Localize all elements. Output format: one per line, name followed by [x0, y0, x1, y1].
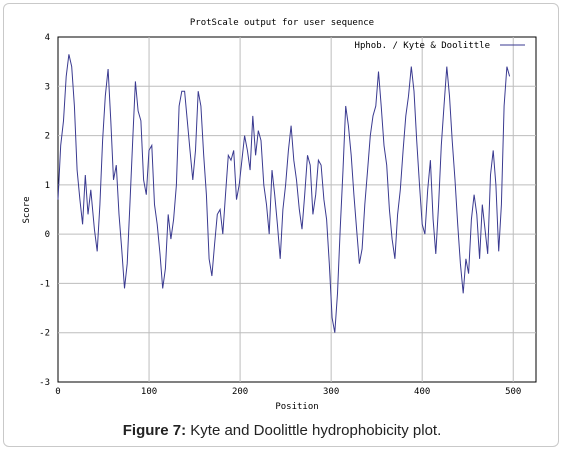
y-axis-label: Score [22, 196, 32, 223]
x-tick-label: 100 [141, 387, 157, 397]
y-tick-label: 1 [45, 181, 50, 191]
y-tick-label: -3 [39, 378, 50, 388]
x-tick-label: 0 [55, 387, 60, 397]
y-tick-label: 3 [45, 82, 50, 92]
x-tick-label: 200 [232, 387, 248, 397]
y-tick-label: 0 [45, 230, 50, 240]
x-tick-label: 400 [414, 387, 430, 397]
caption-text: Kyte and Doolittle hydrophobicity plot. [190, 422, 442, 439]
y-tick-label: -1 [39, 279, 50, 289]
x-tick-label: 500 [505, 387, 521, 397]
grid-lines [58, 37, 536, 382]
legend-label: Hphob. / Kyte & Doolittle [355, 41, 490, 51]
axis-ticks: 0 100 200 300 400 500 -3 -2 -1 0 1 2 3 4 [39, 33, 521, 397]
figure-caption: Figure 7: Kyte and Doolittle hydrophobic… [0, 422, 564, 439]
legend: Hphob. / Kyte & Doolittle [355, 41, 525, 51]
series-line-hydrophobicity [57, 54, 511, 333]
x-tick-label: 300 [323, 387, 339, 397]
y-tick-label: -2 [39, 329, 50, 339]
x-axis-label: Position [275, 402, 318, 412]
chart-title: ProtScale output for user sequence [190, 18, 374, 28]
y-tick-label: 4 [45, 33, 50, 43]
series-group [57, 54, 511, 333]
caption-label: Figure 7: [122, 422, 187, 439]
y-tick-label: 2 [45, 132, 50, 142]
